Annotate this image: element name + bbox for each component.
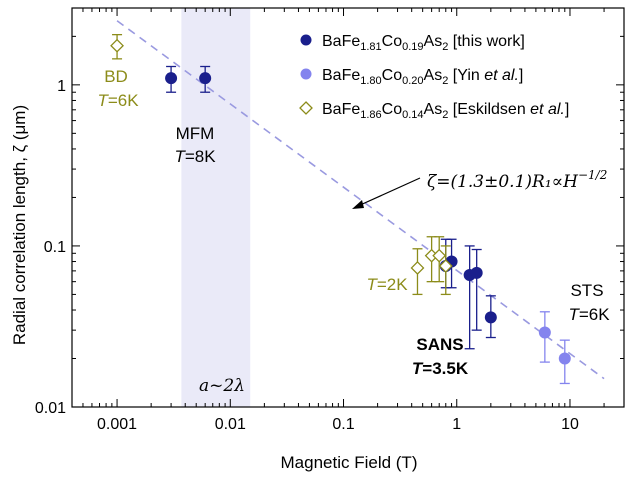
plot-frame: [71, 7, 625, 408]
data-point: [438, 259, 453, 273]
axes: 0.001 0.01 0.1 1 10 0.01 0.1 1: [35, 7, 625, 433]
annotation-bd: BD: [104, 67, 128, 86]
annotation-sans: SANS: [416, 335, 463, 354]
data-point: [558, 352, 571, 365]
data-point: [410, 261, 425, 275]
legend-entry-eskildsen: BaFe1.86Co0.14As2 [Eskildsen et al.]: [322, 101, 569, 121]
fit-line-layer: [116, 20, 605, 380]
annotation-sans-temp: T=3.5K: [412, 359, 469, 378]
annotation-t2k: T=2K: [366, 275, 408, 294]
y-tick-label: 0.01: [35, 400, 66, 417]
x-tick-label: 0.001: [97, 416, 137, 433]
x-tick-label: 0.01: [215, 416, 246, 433]
data-point: [470, 266, 483, 279]
legend-entry-yin: BaFe1.80Co0.20As2 [Yin et al.]: [322, 67, 523, 87]
series-1: [538, 311, 571, 385]
y-axis-title: Radial correlation length, ζ (μm): [10, 105, 29, 345]
legend-entry-this-work: BaFe1.81Co0.19As2 [this work]: [322, 33, 525, 53]
data-point: [110, 38, 124, 53]
shaded-band: [181, 8, 251, 407]
annotation-formula: ζ=(1.3±0.1)R₁∝H−1/2: [427, 168, 607, 192]
data-point: [538, 326, 551, 339]
annotation-sts: STS: [570, 281, 603, 300]
legend-marker-eskildsen: [299, 101, 313, 115]
x-tick-label: 1: [452, 416, 461, 433]
series-0: [165, 65, 497, 350]
data-point: [199, 72, 212, 85]
annotation-bd-temp: T=6K: [97, 91, 139, 110]
y-tick-label: 0.1: [44, 239, 66, 256]
legend-marker-yin: [300, 68, 312, 80]
shaded-band-layer: [181, 8, 251, 407]
x-axis-title: Magnetic Field (T): [281, 453, 418, 472]
x-tick-label: 10: [561, 416, 579, 433]
legend: BaFe1.81Co0.19As2 [this work] BaFe1.80Co…: [299, 33, 569, 121]
annotation-sts-temp: T=6K: [568, 305, 610, 324]
formula-arrow: [352, 177, 421, 209]
legend-marker-this-work: [300, 34, 312, 46]
data-point: [484, 311, 497, 324]
data-layer: [110, 33, 571, 385]
annotation-mfm-temp: T=8K: [174, 147, 216, 166]
annotation-band: a~2λ: [199, 376, 245, 396]
data-point: [432, 248, 447, 263]
fit-line: [116, 20, 605, 380]
series-2: [110, 33, 453, 296]
x-tick-label: 0.1: [332, 416, 354, 433]
annotation-mfm: MFM: [176, 124, 215, 143]
y-tick-label: 1: [57, 78, 66, 95]
data-point: [165, 72, 178, 85]
